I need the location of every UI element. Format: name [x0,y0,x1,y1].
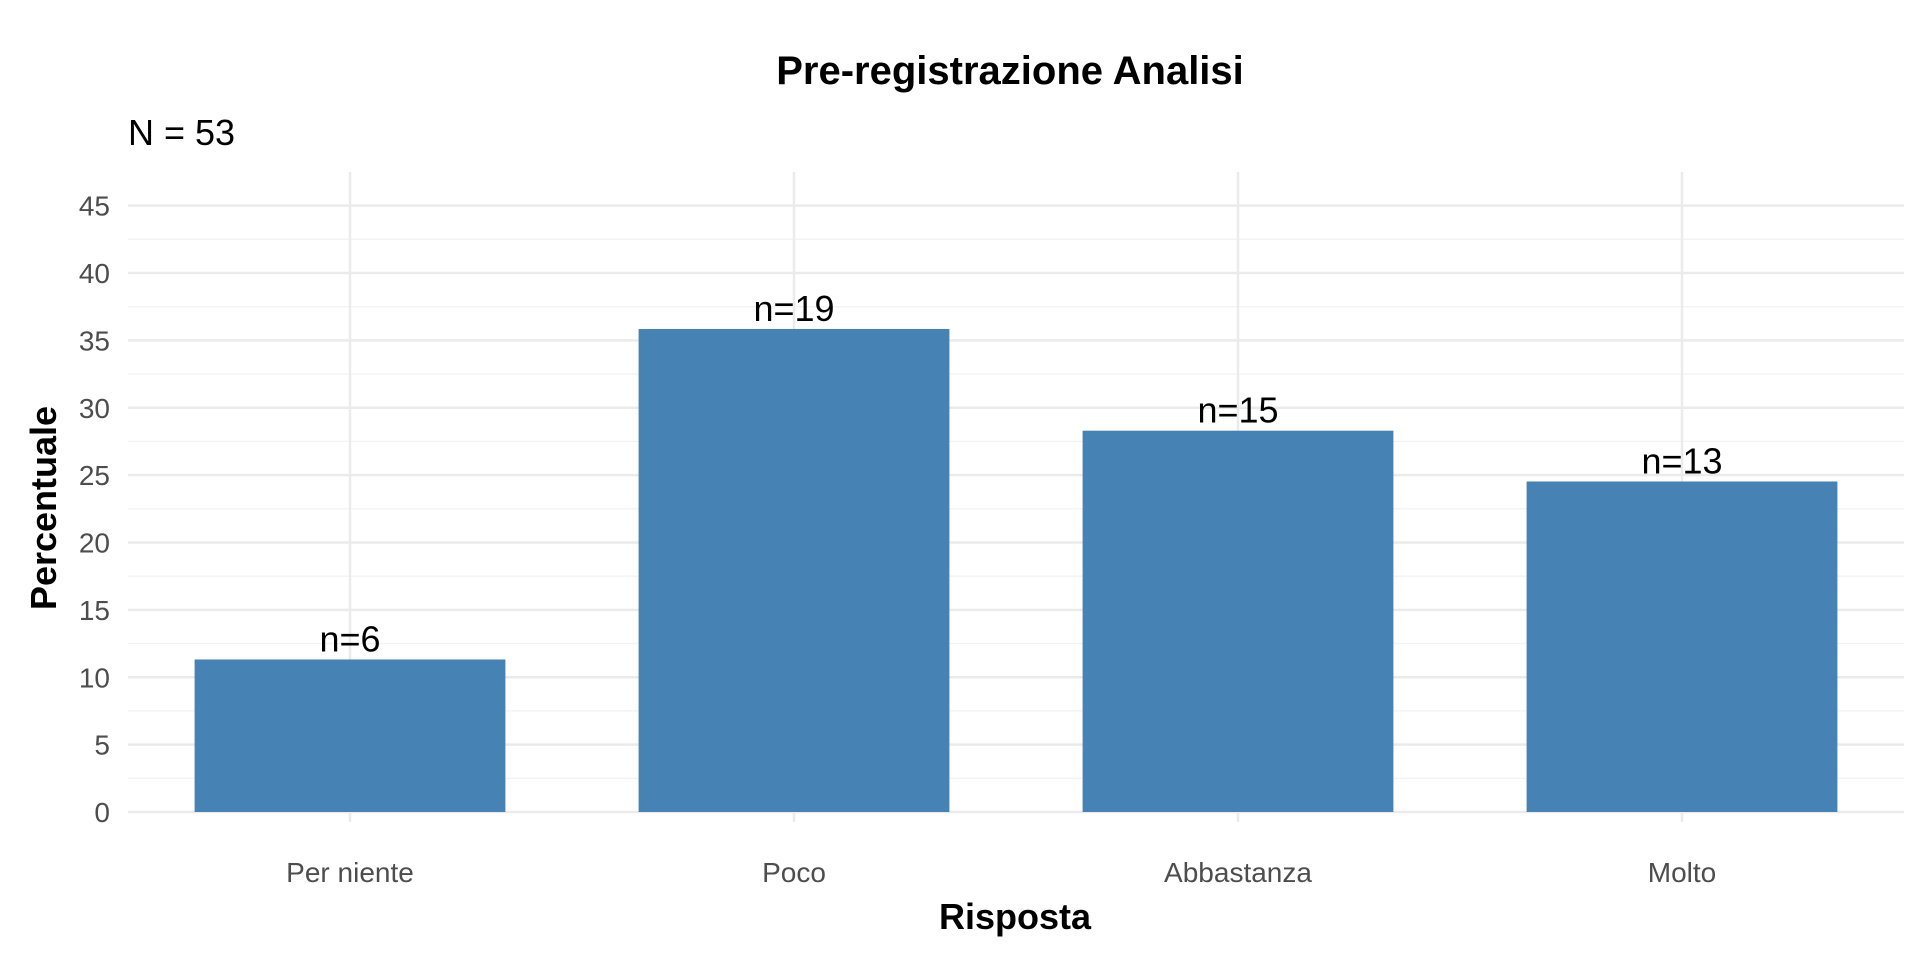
x-axis-title: Risposta [939,896,1092,937]
bar-data-label: n=19 [753,288,834,329]
y-axis-title: Percentuale [23,406,64,610]
x-tick-label: Molto [1648,857,1716,888]
x-axis-ticks: Per niente Poco Abbastanza Molto [286,857,1716,888]
y-tick-label: 10 [79,662,110,693]
y-tick-label: 30 [79,393,110,424]
x-tick-label: Per niente [286,857,414,888]
bars [194,328,1838,812]
y-tick-label: 5 [94,730,110,761]
bar-molto [1526,481,1838,812]
bar-poco [638,328,950,812]
y-tick-label: 15 [79,595,110,626]
x-tick-label: Poco [762,857,826,888]
y-tick-label: 40 [79,258,110,289]
bar-data-label: n=6 [319,618,380,659]
y-tick-label: 25 [79,460,110,491]
chart-title: Pre-registrazione Analisi [776,49,1244,93]
bar-data-label: n=13 [1641,440,1722,481]
chart-subtitle: N = 53 [128,112,235,153]
y-tick-label: 20 [79,528,110,559]
y-axis-ticks: 0 5 10 15 20 25 30 35 40 45 [79,191,110,828]
bar-data-label: n=15 [1197,390,1278,431]
bar-abbastanza [1082,430,1394,812]
bar-per-niente [194,659,506,812]
y-tick-label: 0 [94,797,110,828]
data-labels: n=6 n=19 n=15 n=13 [319,288,1722,660]
x-tick-label: Abbastanza [1164,857,1312,888]
y-tick-label: 35 [79,325,110,356]
y-tick-label: 45 [79,191,110,222]
